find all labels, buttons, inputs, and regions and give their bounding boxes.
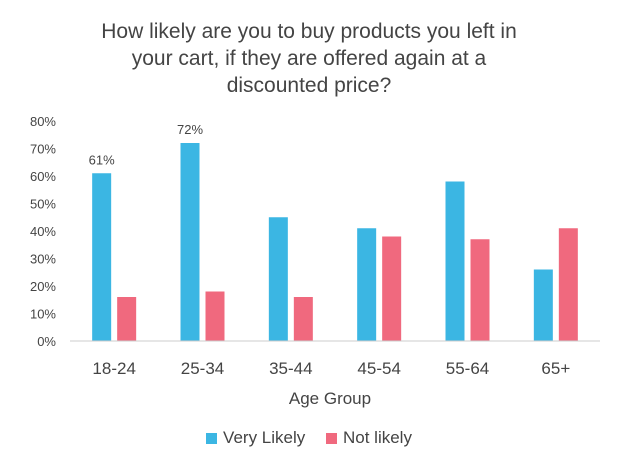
- bar-chart: 0% 10% 20% 30% 40% 50% 60% 70% 80% 61% 72% 18-24 2…: [30, 114, 600, 408]
- x-tick-label: 55-64: [446, 359, 489, 378]
- x-tick-label: 35-44: [269, 359, 312, 378]
- y-tick-label: 20%: [30, 279, 56, 294]
- legend-item-not-likely: Not likely: [325, 428, 412, 448]
- bar-very-likely-25-34: [180, 143, 200, 341]
- y-axis: 0% 10% 20% 30% 40% 50% 60% 70% 80%: [30, 114, 56, 349]
- bar-not-likely-35-44: [293, 297, 313, 341]
- legend-swatch-not-likely: [325, 432, 337, 444]
- chart-title-line-1: How likely are you to buy products you l…: [101, 20, 517, 43]
- y-tick-label: 50%: [30, 197, 56, 212]
- bars: 61% 72%: [89, 122, 578, 341]
- bar-very-likely-18-24: [92, 173, 112, 341]
- bar-not-likely-65+: [558, 228, 578, 341]
- bar-very-likely-35-44: [268, 217, 288, 341]
- y-tick-label: 40%: [30, 224, 56, 239]
- chart-title-line-3: discounted price?: [226, 74, 392, 97]
- x-axis: 18-24 25-34 35-44 45-54 55-64 65+: [70, 340, 600, 378]
- x-tick-label: 65+: [541, 359, 570, 378]
- y-tick-label: 60%: [30, 169, 56, 184]
- y-tick-label: 70%: [30, 142, 56, 157]
- x-axis-label: Age Group: [289, 389, 371, 408]
- bar-very-likely-65+: [533, 269, 553, 341]
- bar-not-likely-55-64: [470, 239, 490, 341]
- y-tick-label: 30%: [30, 252, 56, 267]
- legend-item-very-likely: Very Likely: [206, 428, 305, 448]
- data-label: 72%: [177, 122, 203, 137]
- legend-label-not-likely: Not likely: [342, 428, 412, 447]
- chart-title-line-2: your cart, if they are offered again at …: [131, 47, 487, 70]
- bar-very-likely-45-54: [357, 228, 377, 341]
- x-tick-label: 18-24: [92, 359, 135, 378]
- y-tick-label: 0%: [37, 334, 56, 349]
- y-tick-label: 80%: [30, 114, 56, 129]
- x-tick-label: 25-34: [181, 359, 224, 378]
- data-label: 61%: [89, 152, 115, 167]
- x-tick-label: 45-54: [357, 359, 400, 378]
- legend-label-very-likely: Very Likely: [223, 428, 306, 447]
- bar-very-likely-55-64: [445, 181, 465, 341]
- bar-not-likely-25-34: [205, 291, 225, 341]
- legend-swatch-very-likely: [206, 432, 218, 444]
- bar-not-likely-45-54: [382, 236, 402, 341]
- legend: Very Likely Not likely: [0, 428, 618, 449]
- y-tick-label: 10%: [30, 307, 56, 322]
- chart-title: How likely are you to buy products you l…: [40, 18, 578, 99]
- bar-not-likely-18-24: [117, 297, 137, 341]
